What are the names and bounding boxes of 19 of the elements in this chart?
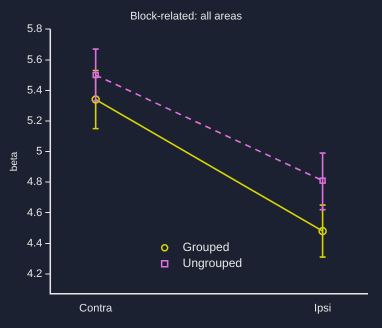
y-axis-title: beta xyxy=(8,151,20,172)
point xyxy=(92,72,99,78)
y-tick-label: 5.6 xyxy=(26,54,42,66)
y-tick-label: 5.8 xyxy=(26,23,42,36)
point xyxy=(318,226,327,236)
legend-label: Ungrouped xyxy=(182,256,242,270)
chart-title: Block-related: all areas xyxy=(130,10,242,23)
y-tick-label: 5 xyxy=(36,146,42,158)
y-tick-label: 5.2 xyxy=(26,115,42,127)
point xyxy=(319,177,326,184)
x-tick-label: Ipsi xyxy=(314,302,332,314)
y-tick-label: 4.2 xyxy=(26,268,42,280)
y-tick-label: 5.4 xyxy=(26,84,42,96)
legend-label: Grouped xyxy=(182,240,230,254)
y-tick-label: 4.4 xyxy=(26,237,42,250)
y-tick-label: 4.6 xyxy=(26,206,42,219)
point xyxy=(91,95,100,104)
x-tick-label: Contra xyxy=(79,302,114,314)
y-tick-label: 4.8 xyxy=(26,176,42,188)
